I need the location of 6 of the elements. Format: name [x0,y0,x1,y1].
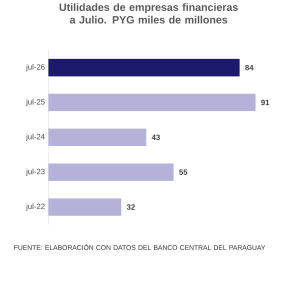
bar [48,94,256,112]
bar [48,128,147,146]
bar [48,58,240,76]
bar [48,198,122,216]
bar [48,163,174,181]
chart-title: Utilidades de empresas financieras a Julio. PYG miles de millones [60,3,238,24]
